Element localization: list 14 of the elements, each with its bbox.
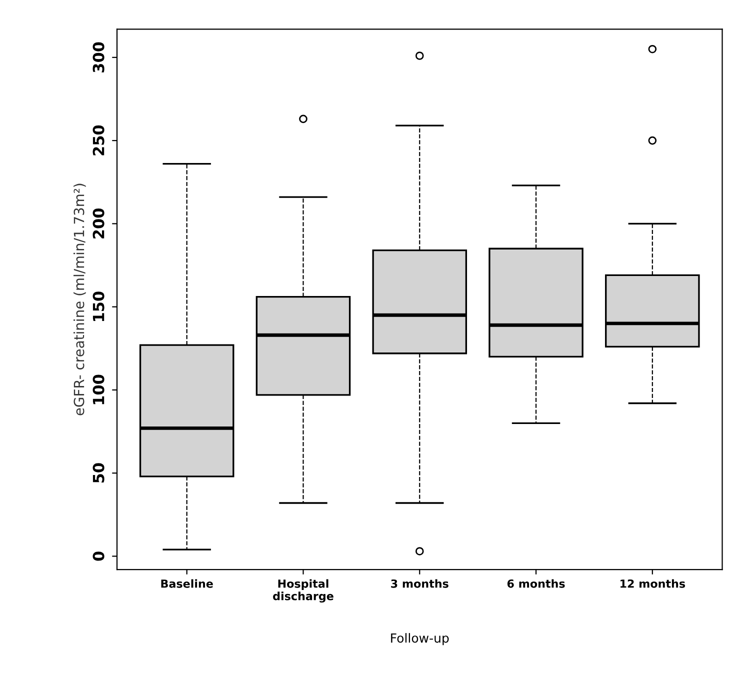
y-tick-label: 50 xyxy=(92,463,104,483)
x-tick-label: Hospital discharge xyxy=(273,579,334,603)
y-tick-label: 150 xyxy=(92,292,104,322)
x-tick-label: Baseline xyxy=(161,579,213,588)
y-tick-label: 250 xyxy=(92,125,104,156)
x-axis-title: Follow-up xyxy=(391,633,449,646)
y-tick-label: 100 xyxy=(92,374,104,404)
y-tick-label: 0 xyxy=(92,552,104,561)
y-axis-title: eGFR- creatinine (ml/min/1.73m²) xyxy=(73,184,86,416)
y-tick-label: 200 xyxy=(92,208,104,238)
x-tick-label: 12 months xyxy=(620,579,686,588)
y-tick-label: 300 xyxy=(92,42,104,72)
x-tick-label: 3 months xyxy=(391,579,448,588)
x-tick-label: 6 months xyxy=(507,579,565,588)
